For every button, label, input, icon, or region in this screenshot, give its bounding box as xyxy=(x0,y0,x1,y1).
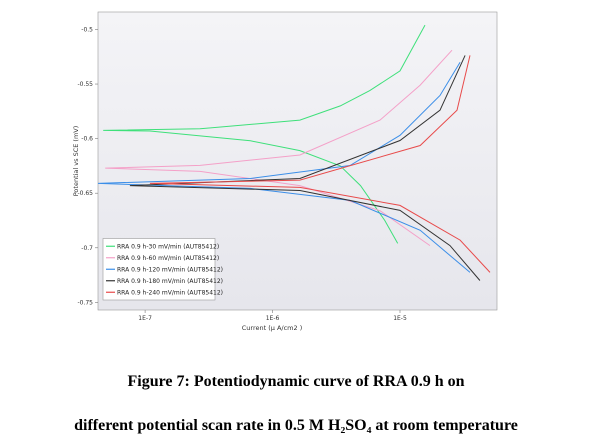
x-tick-label: 1E-5 xyxy=(393,315,407,322)
legend-label: RRA 0.9 h-30 mV/min (AUT85412) xyxy=(117,243,219,250)
y-tick-label: -0.7 xyxy=(81,245,93,252)
curve xyxy=(97,61,471,273)
y-tick-label: -0.75 xyxy=(77,299,93,306)
x-tick-label: 1E-7 xyxy=(138,315,152,322)
y-tick-label: -0.6 xyxy=(81,136,93,143)
legend-label: RRA 0.9 h-120 mV/min (AUT85412) xyxy=(117,266,223,273)
curve xyxy=(149,55,491,273)
y-tick-label: -0.5 xyxy=(81,26,93,33)
legend-label: RRA 0.9 h-180 mV/min (AUT85412) xyxy=(117,278,223,285)
caption-line: different potential scan rate in 0.5 M H… xyxy=(74,417,518,434)
y-tick-label: -0.55 xyxy=(77,81,93,88)
x-axis-label: Current (µ A/cm2 ) xyxy=(242,324,303,332)
curve xyxy=(103,24,426,244)
legend-label: RRA 0.9 h-240 mV/min (AUT85412) xyxy=(117,289,223,296)
caption-line: Figure 7: Potentiodynamic curve of RRA 0… xyxy=(127,373,464,390)
y-axis-label: Potential vs SCE (mV) xyxy=(72,126,80,197)
y-tick-label: -0.65 xyxy=(77,190,93,197)
legend-label: RRA 0.9 h-60 mV/min (AUT85412) xyxy=(117,255,219,262)
legend-box xyxy=(102,238,216,301)
x-tick-label: 1E-6 xyxy=(266,315,280,322)
curve xyxy=(129,55,481,281)
